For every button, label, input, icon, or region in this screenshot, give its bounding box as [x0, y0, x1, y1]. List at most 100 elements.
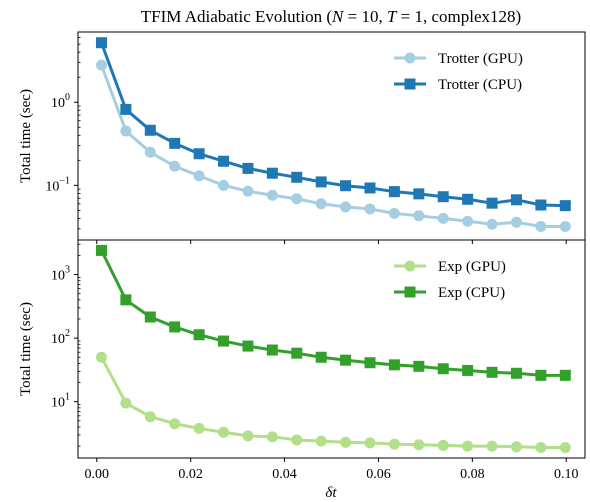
data-point — [95, 37, 107, 49]
data-point — [510, 216, 522, 228]
y-tick-base: 10 — [51, 96, 65, 111]
chart-title-part: T — [387, 7, 398, 26]
chart-title-part: N — [331, 7, 345, 26]
data-point — [413, 439, 425, 451]
data-point — [364, 182, 376, 194]
data-point — [510, 194, 522, 206]
series-line — [100, 42, 566, 208]
data-point — [120, 125, 132, 137]
data-point — [315, 351, 327, 363]
data-point — [266, 431, 278, 443]
data-point — [559, 200, 571, 212]
data-point — [535, 199, 547, 211]
legend-label: Exp (GPU) — [438, 259, 506, 275]
x-tick-label: 0.02 — [178, 467, 203, 482]
x-tick-label: 0.06 — [366, 467, 391, 482]
data-point — [340, 354, 352, 366]
data-point — [315, 176, 327, 188]
data-point — [413, 210, 425, 222]
data-point — [242, 430, 254, 442]
data-point — [291, 171, 303, 183]
x-tick-label: 0.04 — [272, 467, 297, 482]
data-point — [169, 137, 181, 149]
y-tick-label: 101 — [51, 392, 70, 411]
data-point — [364, 203, 376, 215]
data-point — [291, 434, 303, 446]
data-point — [95, 59, 107, 71]
data-point — [559, 369, 571, 381]
plot-frame — [77, 239, 586, 459]
data-point — [510, 367, 522, 379]
data-point — [169, 160, 181, 172]
y-tick-exponent: 1 — [65, 392, 70, 403]
legend-label: Exp (CPU) — [438, 285, 505, 301]
data-point — [437, 191, 449, 203]
data-point — [462, 440, 474, 452]
y-tick-label: 103 — [51, 265, 70, 284]
data-point — [242, 340, 254, 352]
y-tick-base: 10 — [45, 179, 59, 194]
legend-marker — [404, 78, 416, 90]
data-point — [315, 435, 327, 447]
data-point — [462, 193, 474, 205]
y-tick-base: 10 — [51, 396, 65, 411]
data-point — [486, 440, 498, 452]
data-point — [144, 411, 156, 423]
y-tick-base: 10 — [51, 332, 65, 347]
data-point — [218, 335, 230, 347]
data-point — [559, 220, 571, 232]
chart-title-part: = 10, — [343, 7, 387, 26]
data-point — [120, 397, 132, 409]
y-axis-label: Total time (sec) — [18, 302, 34, 396]
x-tick-label: 0.08 — [460, 467, 485, 482]
legend-marker — [404, 52, 416, 64]
data-point — [340, 201, 352, 213]
chart-title: TFIM Adiabatic Evolution (N = 10, T = 1,… — [141, 7, 521, 26]
data-point — [95, 244, 107, 256]
data-point — [535, 369, 547, 381]
y-tick-exponent: 0 — [65, 92, 70, 103]
data-point — [462, 215, 474, 227]
data-point — [169, 321, 181, 333]
data-point — [364, 437, 376, 449]
data-point — [535, 220, 547, 232]
y-tick-exponent: 2 — [65, 328, 70, 339]
data-point — [437, 439, 449, 451]
data-point — [535, 442, 547, 454]
data-point — [193, 148, 205, 160]
data-point — [120, 103, 132, 115]
legend-label: Trotter (CPU) — [438, 77, 522, 93]
y-tick-exponent: −1 — [59, 175, 70, 186]
data-point — [266, 344, 278, 356]
data-point — [437, 363, 449, 375]
legend-marker — [404, 260, 416, 272]
data-point — [218, 426, 230, 438]
y-tick-label: 100 — [51, 92, 70, 111]
data-point — [510, 441, 522, 453]
data-point — [413, 360, 425, 372]
y-tick-label: 102 — [51, 328, 70, 347]
data-point — [413, 188, 425, 200]
data-point — [462, 364, 474, 376]
data-point — [559, 442, 571, 454]
data-point — [95, 351, 107, 363]
data-point — [340, 180, 352, 192]
data-point — [169, 418, 181, 430]
data-point — [144, 146, 156, 158]
data-point — [315, 198, 327, 210]
x-tick-label: 0.00 — [85, 467, 110, 482]
chart-title-part: = 1, complex128) — [396, 7, 521, 26]
y-tick-exponent: 3 — [65, 265, 70, 276]
x-tick-label: 0.10 — [554, 467, 579, 482]
y-tick-base: 10 — [51, 269, 65, 284]
data-point — [242, 162, 254, 174]
data-point — [388, 359, 400, 371]
data-point — [218, 155, 230, 167]
data-point — [486, 366, 498, 378]
data-point — [486, 197, 498, 209]
data-point — [193, 170, 205, 182]
data-point — [437, 212, 449, 224]
data-point — [242, 185, 254, 197]
